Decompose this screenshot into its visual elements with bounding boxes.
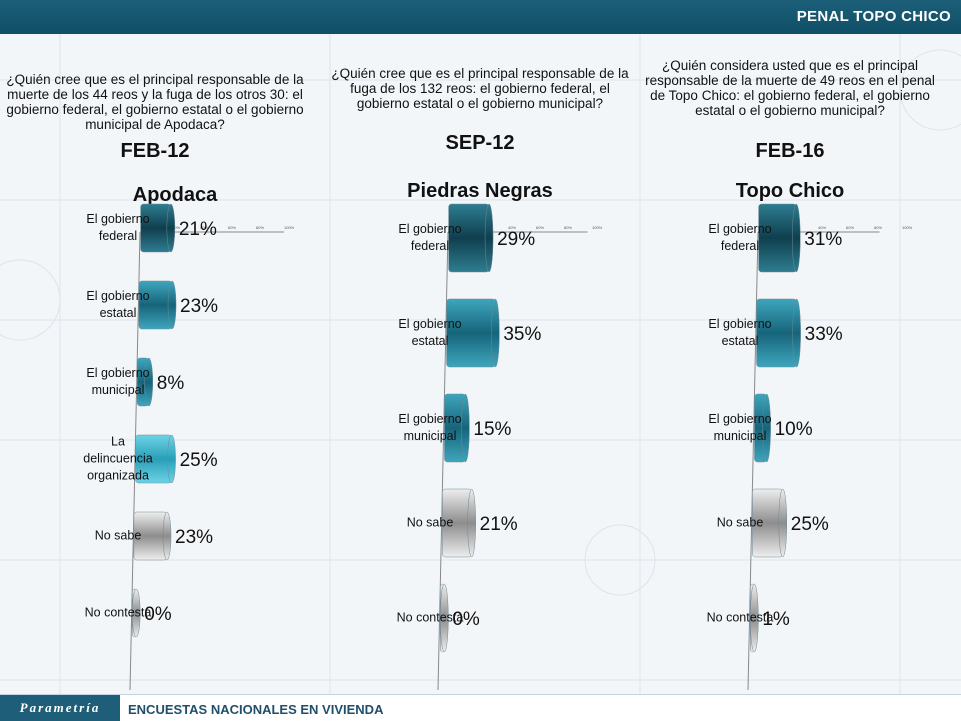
period-label: SEP-12: [445, 132, 515, 154]
category-label: El gobierno municipal: [708, 412, 771, 443]
tick-label: 40%: [200, 225, 208, 230]
bar-cap: [792, 298, 801, 368]
bar-cap: [461, 393, 470, 463]
chart-panel-1: ¿Quién cree que es el principal responsa…: [5, 34, 305, 694]
value-label: 33%: [805, 324, 843, 345]
bar-cap: [792, 203, 801, 273]
category-label: La delincuencia organizada: [83, 435, 153, 483]
tick-label: 60%: [536, 225, 544, 230]
value-label: 15%: [473, 419, 511, 440]
bar-cap: [167, 434, 176, 484]
category-label: El gobierno federal: [86, 212, 149, 243]
bar-cap: [491, 298, 500, 368]
bar-cap: [144, 357, 154, 407]
category-label: No sabe: [407, 516, 454, 530]
value-label: 0%: [144, 604, 172, 625]
value-label: 21%: [480, 514, 518, 535]
footer-bar: Parametría ENCUESTAS NACIONALES EN VIVIE…: [0, 694, 961, 721]
category-label: El gobierno municipal: [398, 412, 461, 443]
tick-label: 60%: [228, 225, 236, 230]
y-axis-line: [129, 231, 141, 691]
tick-label: 100%: [592, 225, 603, 230]
page-title: PENAL TOPO CHICO: [796, 8, 951, 25]
question-text: ¿Quién considera usted que es el princip…: [645, 58, 935, 118]
question-text: ¿Quién cree que es el principal responsa…: [331, 66, 629, 111]
tick-label: 80%: [256, 225, 264, 230]
value-label: 31%: [804, 229, 842, 250]
bar: [756, 298, 797, 368]
bar: [446, 298, 496, 368]
value-label: 23%: [175, 527, 213, 548]
bar-cap: [131, 588, 141, 638]
category-label: No contesta: [85, 606, 152, 620]
value-label: 23%: [180, 296, 218, 317]
category-label: El gobierno estatal: [708, 317, 771, 348]
value-label: 1%: [762, 609, 790, 630]
category-label: El gobierno estatal: [86, 289, 149, 320]
bar: [758, 203, 797, 273]
period-label: FEB-16: [755, 140, 825, 162]
value-label: 29%: [497, 229, 535, 250]
value-label: 25%: [180, 450, 218, 471]
chart-panel-2: ¿Quién cree que es el principal responsa…: [330, 34, 630, 694]
chart-title: Topo Chico: [735, 180, 845, 202]
category-label: El gobierno federal: [398, 222, 461, 253]
value-label: 8%: [157, 373, 185, 394]
value-label: 25%: [791, 514, 829, 535]
bar-cap: [750, 583, 759, 653]
chart-title: Piedras Negras: [407, 180, 553, 202]
tick-label: 60%: [846, 225, 854, 230]
value-label: 35%: [503, 324, 541, 345]
category-label: No sabe: [717, 516, 764, 530]
value-label: 0%: [452, 609, 480, 630]
period-label: FEB-12: [120, 140, 190, 162]
chart-title: Apodaca: [132, 184, 218, 206]
bar-cap: [167, 280, 177, 330]
tick-label: 100%: [284, 225, 295, 230]
header-bar: PENAL TOPO CHICO: [0, 0, 961, 34]
bar-chart: 0%20%40%60%80%100%El gobiernofederal29%E…: [397, 203, 603, 691]
category-label: No contesta: [397, 611, 464, 625]
category-label: El gobierno federal: [708, 222, 771, 253]
bar-cap: [467, 488, 476, 558]
footer-text: ENCUESTAS NACIONALES EN VIVIENDA: [128, 702, 384, 717]
tick-label: 20%: [172, 225, 180, 230]
tick-label: 40%: [818, 225, 826, 230]
bar: [448, 203, 490, 273]
bar-cap: [166, 203, 176, 253]
tick-label: 40%: [508, 225, 516, 230]
bar-cap: [762, 393, 771, 463]
category-label: No contesta: [707, 611, 774, 625]
category-label: El gobierno municipal: [86, 366, 149, 397]
chart-panel-3: ¿Quién considera usted que es el princip…: [640, 34, 940, 694]
value-label: 10%: [775, 419, 813, 440]
bar-chart: 0%20%40%60%80%100%El gobiernofederal31%E…: [707, 203, 913, 691]
value-label: 21%: [179, 219, 217, 240]
category-label: No sabe: [95, 529, 142, 543]
tick-label: 100%: [902, 225, 913, 230]
bar-cap: [440, 583, 449, 653]
tick-label: 80%: [874, 225, 882, 230]
category-label: El gobierno estatal: [398, 317, 461, 348]
question-text: ¿Quién cree que es el principal responsa…: [6, 72, 304, 132]
bar-cap: [484, 203, 494, 273]
bar-cap: [778, 488, 788, 558]
bar-cap: [162, 511, 172, 561]
tick-label: 80%: [564, 225, 572, 230]
brand-logo: Parametría: [0, 695, 120, 721]
